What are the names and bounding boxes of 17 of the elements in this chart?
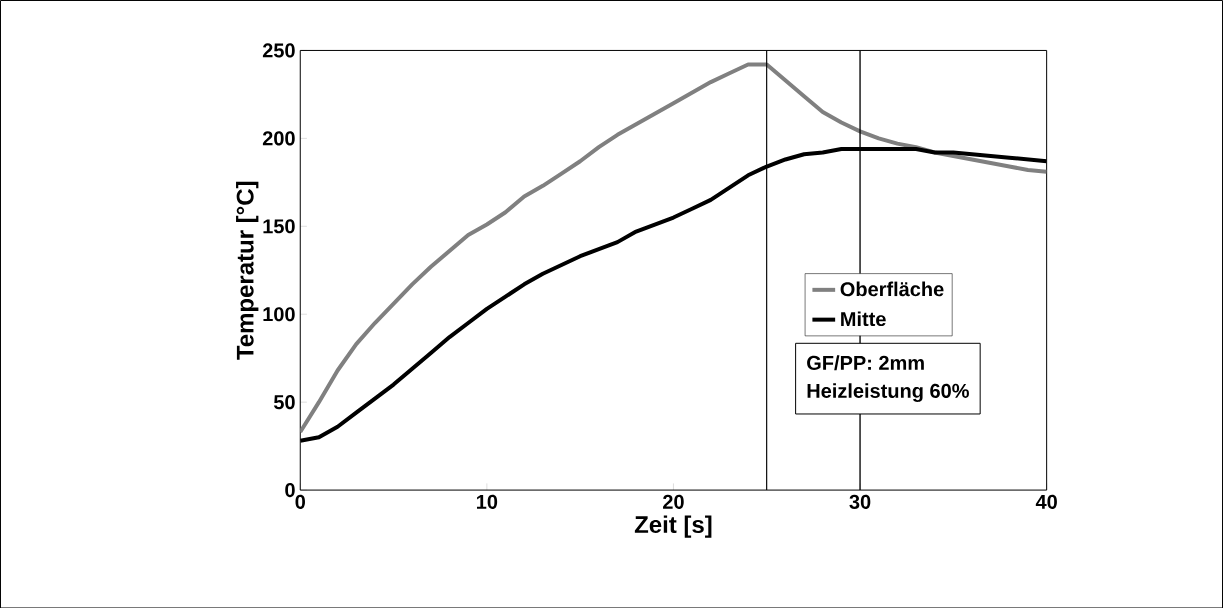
annotation: Heizleistung 60% [807,383,969,402]
y-tick-label: 250 [262,43,295,58]
legend-label: Oberfläche [840,281,944,297]
y-axis-title: Temperatur [°C] [236,181,259,360]
legend-label: Mitte [841,311,886,326]
y-tick-label: 100 [263,306,295,322]
annotation: GF/PP: 2mm [807,355,924,370]
x-tick-label: 30 [849,494,871,509]
x-tick-label: 40 [1035,494,1057,509]
x-axis-title: Zeit [s] [634,515,712,538]
y-tick-label: 200 [262,131,295,146]
x-tick-label: 20 [663,494,684,509]
y-tick-label: 150 [263,218,295,234]
y-tick-label: 50 [273,394,295,409]
y-tick-label: 0 [285,482,295,497]
x-tick-label: 0 [295,494,305,509]
x-tick-label: 10 [477,494,498,509]
